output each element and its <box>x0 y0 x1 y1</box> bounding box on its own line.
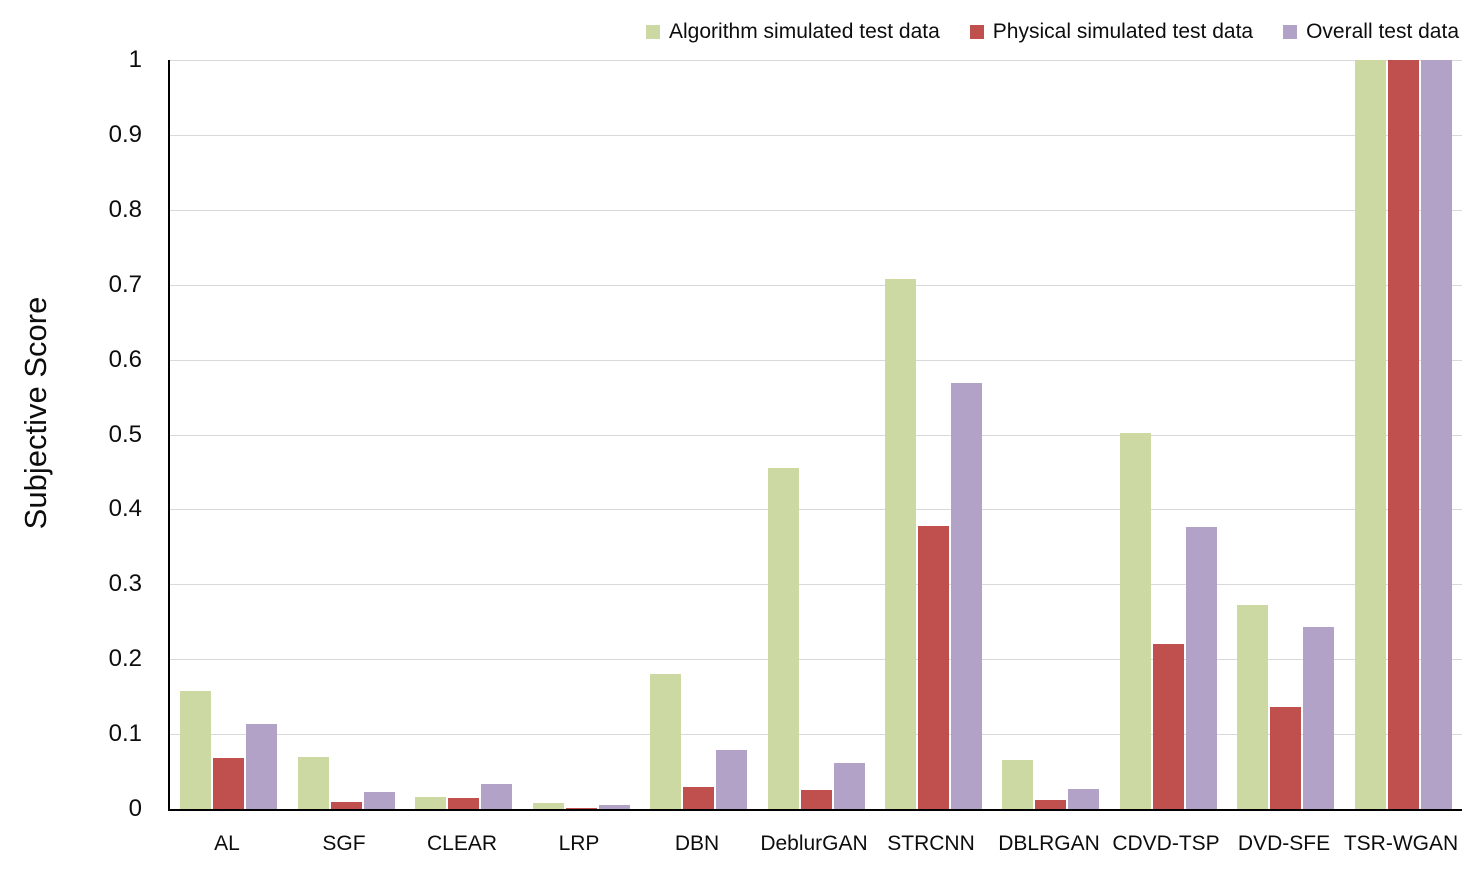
bar-AL-series2 <box>213 758 244 809</box>
legend-label: Overall test data <box>1306 20 1459 43</box>
gridline <box>170 209 1462 211</box>
bar-TSR-WGAN-series2 <box>1388 60 1419 809</box>
legend-swatch-icon <box>969 25 984 39</box>
x-category-label-DeblurGAN: DeblurGAN <box>760 832 868 855</box>
bar-CDVD-TSP-series2 <box>1153 644 1184 809</box>
y-tick-label: 0.6 <box>108 345 142 373</box>
x-category-label-TSR-WGAN: TSR-WGAN <box>1343 832 1459 855</box>
gridline <box>170 60 1462 61</box>
plot-area <box>168 60 1462 811</box>
bar-DBN-series2 <box>683 787 714 809</box>
bar-DeblurGAN-series1 <box>768 468 799 809</box>
y-tick-label: 0.4 <box>108 495 142 523</box>
bar-DBLRGAN-series1 <box>1002 760 1033 809</box>
legend-label: Physical simulated test data <box>992 20 1254 43</box>
gridline <box>170 584 1462 586</box>
y-tick-label: 0.2 <box>108 645 142 673</box>
bar-DeblurGAN-series2 <box>801 790 832 809</box>
bar-TSR-WGAN-series1 <box>1355 60 1386 809</box>
bar-SGF-series1 <box>298 757 329 809</box>
x-category-label-CLEAR: CLEAR <box>426 832 498 855</box>
x-category-label-CDVD-TSP: CDVD-TSP <box>1112 832 1220 855</box>
y-tick-label: 0.1 <box>108 720 142 748</box>
legend-swatch-icon <box>646 25 660 39</box>
legend-item: Physical simulated test data <box>969 20 1254 44</box>
y-tick-label: 0.7 <box>108 270 142 298</box>
gridline <box>170 284 1462 286</box>
legend-item: Overall test data <box>1283 20 1459 44</box>
bar-CLEAR-series2 <box>448 798 479 809</box>
y-tick-label: 0.9 <box>108 120 142 148</box>
bar-LRP-series3 <box>599 805 630 809</box>
gridline <box>170 359 1462 361</box>
bar-TSR-WGAN-series3 <box>1421 60 1452 809</box>
bar-STRCNN-series2 <box>918 526 949 809</box>
x-category-label-STRCNN: STRCNN <box>887 832 975 855</box>
gridline <box>170 659 1462 661</box>
y-tick-label: 0.8 <box>108 195 142 223</box>
gridline <box>170 434 1462 436</box>
x-category-label-LRP: LRP <box>558 832 600 855</box>
y-tick-label: 1 <box>128 46 142 73</box>
x-category-label-AL: AL <box>214 832 240 855</box>
bar-DeblurGAN-series3 <box>834 763 865 809</box>
bar-DVD-SFE-series1 <box>1237 605 1268 809</box>
bar-CDVD-TSP-series3 <box>1186 527 1217 809</box>
bar-DVD-SFE-series3 <box>1303 627 1334 809</box>
legend: Algorithm simulated test data Physical si… <box>646 20 1459 44</box>
bar-DBN-series1 <box>650 674 681 809</box>
bar-LRP-series1 <box>533 803 564 809</box>
bar-LRP-series2 <box>566 808 597 809</box>
gridline <box>170 134 1462 136</box>
bar-CLEAR-series3 <box>481 784 512 809</box>
legend-item: Algorithm simulated test data <box>646 20 940 44</box>
x-category-label-DVD-SFE: DVD-SFE <box>1237 832 1331 855</box>
y-tick-label: 0.3 <box>108 570 142 598</box>
bar-DVD-SFE-series2 <box>1270 707 1301 809</box>
bar-CLEAR-series1 <box>415 797 446 809</box>
bar-AL-series3 <box>246 724 277 809</box>
bar-STRCNN-series3 <box>951 383 982 809</box>
legend-label: Algorithm simulated test data <box>669 20 940 43</box>
y-tick-label: 0 <box>128 795 142 822</box>
bar-DBLRGAN-series3 <box>1068 789 1099 809</box>
x-category-label-SGF: SGF <box>322 832 366 855</box>
bar-STRCNN-series1 <box>885 279 916 809</box>
bar-AL-series1 <box>180 691 211 809</box>
bar-SGF-series2 <box>331 802 362 809</box>
bar-DBN-series3 <box>716 750 747 809</box>
bar-DBLRGAN-series2 <box>1035 800 1066 809</box>
legend-swatch-icon <box>1283 25 1298 39</box>
x-category-label-DBN: DBN <box>674 832 720 855</box>
bar-CDVD-TSP-series1 <box>1120 433 1151 809</box>
y-tick-label: 0.5 <box>108 420 142 448</box>
gridline <box>170 734 1462 736</box>
x-category-label-DBLRGAN: DBLRGAN <box>998 832 1100 855</box>
gridline <box>170 509 1462 511</box>
bar-SGF-series3 <box>364 792 395 809</box>
